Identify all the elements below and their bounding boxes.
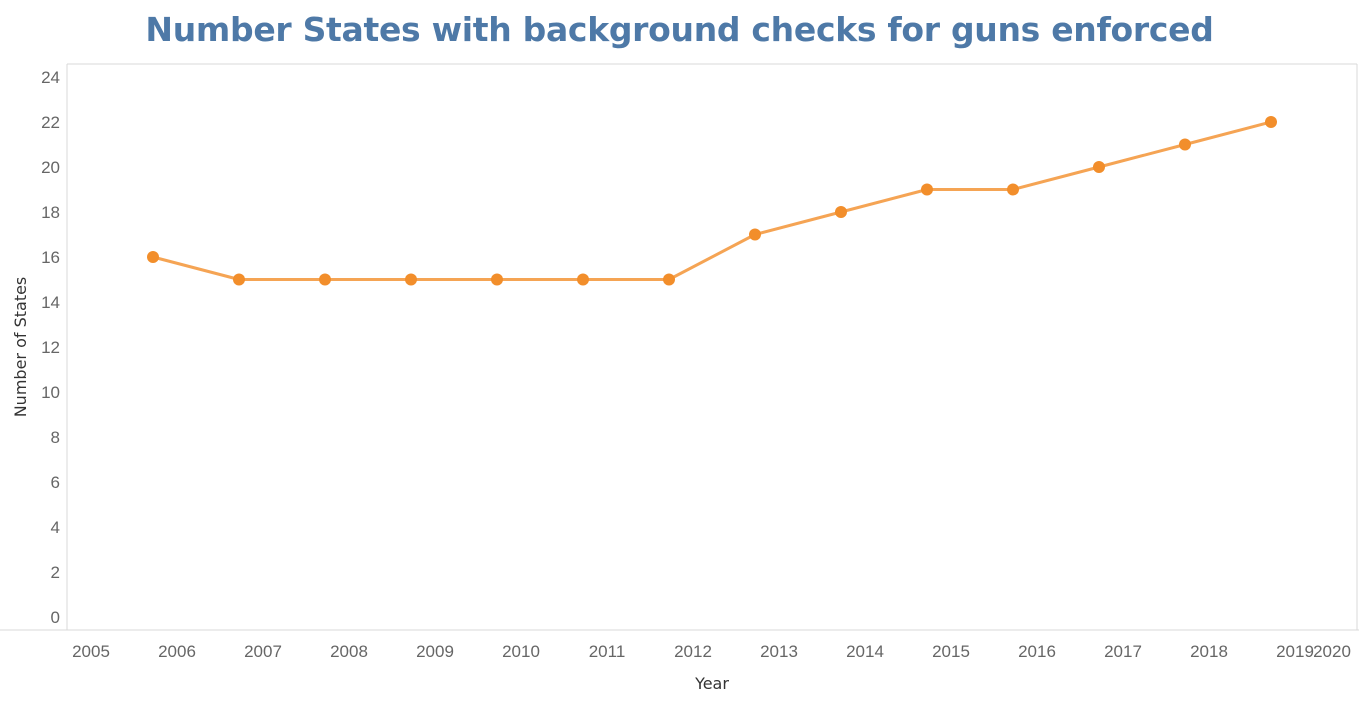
y-tick-label: 2 [51, 563, 60, 582]
data-point [835, 206, 847, 218]
x-tick-label: 2014 [846, 642, 884, 661]
data-point [1007, 183, 1019, 196]
data-point [1093, 161, 1105, 173]
x-tick-label: 2016 [1018, 642, 1056, 661]
data-point [749, 228, 761, 241]
x-tick-label: 2011 [589, 642, 626, 661]
x-tick-label: 2010 [502, 642, 540, 661]
x-tick-label: 2015 [932, 642, 970, 661]
y-tick-label: 20 [41, 158, 60, 177]
data-point [663, 273, 675, 286]
y-tick-label: 0 [51, 608, 60, 627]
x-tick-label: 2020 [1313, 642, 1351, 661]
y-tick-label: 22 [41, 113, 60, 132]
x-tick-label: 2017 [1104, 642, 1142, 661]
x-tick-label: 2012 [674, 642, 712, 661]
data-point [319, 273, 331, 286]
y-tick-label: 14 [41, 293, 60, 312]
x-tick-label: 2013 [760, 642, 798, 661]
data-point [1179, 138, 1191, 151]
y-tick-label: 18 [41, 203, 60, 222]
y-tick-label: 8 [51, 428, 60, 447]
y-tick-label: 16 [41, 248, 60, 267]
plot-frame [0, 63, 1359, 631]
data-point [1265, 116, 1277, 128]
y-tick-label: 4 [51, 518, 60, 537]
x-tick-label: 2007 [244, 642, 282, 661]
x-axis-label: Year [694, 674, 729, 693]
chart-title: Number States with background checks for… [145, 10, 1214, 49]
x-tick-label: 2019 [1276, 642, 1314, 661]
data-point [147, 251, 159, 263]
y-tick-label: 12 [41, 338, 60, 357]
x-axis-ticks: 2005 2006 2007 2008 2009 2010 2011 2012 2013 2014… [72, 642, 1351, 661]
x-tick-label: 2006 [158, 642, 196, 661]
x-tick-label: 2008 [330, 642, 368, 661]
y-axis-label: Number of States [11, 277, 30, 418]
series-layer [147, 116, 1277, 286]
series-line [151, 120, 1273, 281]
data-point [921, 183, 933, 196]
x-tick-label: 2009 [416, 642, 454, 661]
data-point [491, 273, 503, 286]
data-point [233, 273, 245, 286]
data-point [405, 273, 417, 286]
x-tick-label: 2018 [1190, 642, 1228, 661]
x-tick-label: 2005 [72, 642, 110, 661]
data-point [577, 273, 589, 286]
y-tick-label: 10 [41, 383, 60, 402]
y-tick-label: 24 [41, 68, 60, 87]
y-tick-label: 6 [51, 473, 60, 492]
